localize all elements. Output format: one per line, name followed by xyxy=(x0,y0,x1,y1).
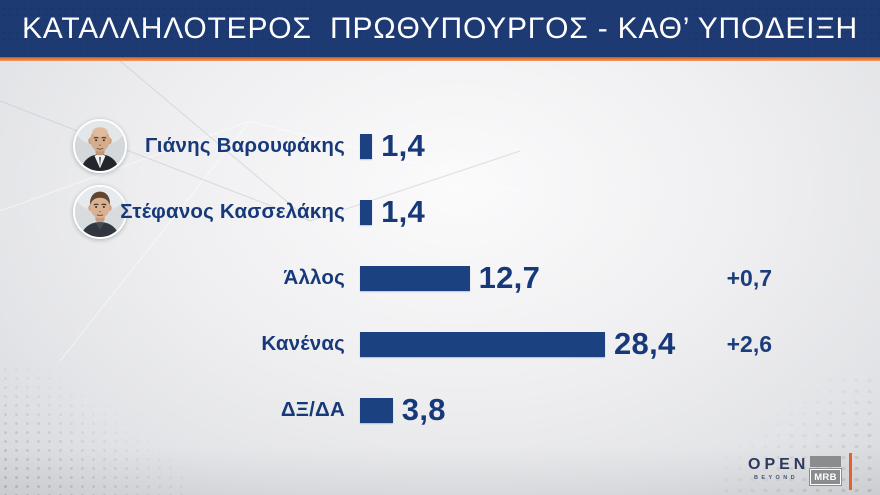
bar xyxy=(360,199,373,225)
chart-row-allos: Άλλος 12,7 +0,7 xyxy=(0,250,880,306)
bar xyxy=(360,133,373,159)
category-label: Άλλος xyxy=(283,266,345,289)
bar-area: 28,4 xyxy=(360,316,676,372)
value-label: 28,4 xyxy=(614,326,676,361)
value-label: 12,7 xyxy=(478,260,541,295)
open-logo-subtext: BEYOND xyxy=(754,475,798,481)
bar xyxy=(360,397,393,423)
open-channel-logo: OPEN BEYOND xyxy=(748,456,810,482)
category-label: ΔΞ/ΔΑ xyxy=(280,398,345,421)
chart-row-dxda: ΔΞ/ΔΑ 3,8 xyxy=(0,382,880,438)
orange-divider-line xyxy=(849,453,852,490)
mrb-pollster-logo: MRB xyxy=(809,456,842,486)
bottom-shade xyxy=(0,447,880,495)
delta-label xyxy=(706,118,772,174)
delta-label: +2,6 xyxy=(726,331,772,357)
header-bar: ΚΑΤΑΛΛΗΛΟΤΕΡΟΣ ΠΡΩΘΥΠΟΥΡΓΟΣ - ΚΑΘ’ ΥΠΟΔΕ… xyxy=(0,0,880,57)
delta-label xyxy=(706,382,772,438)
bar-area: 1,4 xyxy=(360,184,425,240)
background-dot-texture-right xyxy=(720,375,880,495)
orange-header-rule xyxy=(0,57,880,61)
value-label: 1,4 xyxy=(381,194,426,229)
delta-label xyxy=(706,184,772,240)
bar-area: 1,4 xyxy=(360,118,425,174)
category-label: Κανένας xyxy=(261,332,345,355)
value-label: 1,4 xyxy=(381,128,426,163)
chart-row-kanenas: Κανένας 28,4 +2,6 xyxy=(0,316,880,372)
value-label: 3,8 xyxy=(401,392,446,427)
background-dot-texture-left xyxy=(0,365,190,495)
mrb-logo-text: MRB xyxy=(809,468,842,486)
bar-area: 12,7 xyxy=(360,250,540,306)
mrb-logo-bar xyxy=(810,456,841,467)
bar xyxy=(360,265,470,291)
delta-label: +0,7 xyxy=(726,265,772,291)
category-label: Γιάνης Βαρουφάκης xyxy=(144,134,345,157)
bar xyxy=(360,331,605,357)
chart-row-varoufakis: Γιάνης Βαρουφάκης 1,4 xyxy=(0,118,880,174)
category-label: Στέφανος Κασσελάκης xyxy=(120,200,345,223)
chart-row-kasselakis: Στέφανος Κασσελάκης 1,4 xyxy=(0,184,880,240)
page-title: ΚΑΤΑΛΛΗΛΟΤΕΡΟΣ ΠΡΩΘΥΠΟΥΡΓΟΣ - ΚΑΘ’ ΥΠΟΔΕ… xyxy=(21,11,859,45)
open-logo-text: OPEN xyxy=(748,456,810,473)
bar-area: 3,8 xyxy=(360,382,446,438)
